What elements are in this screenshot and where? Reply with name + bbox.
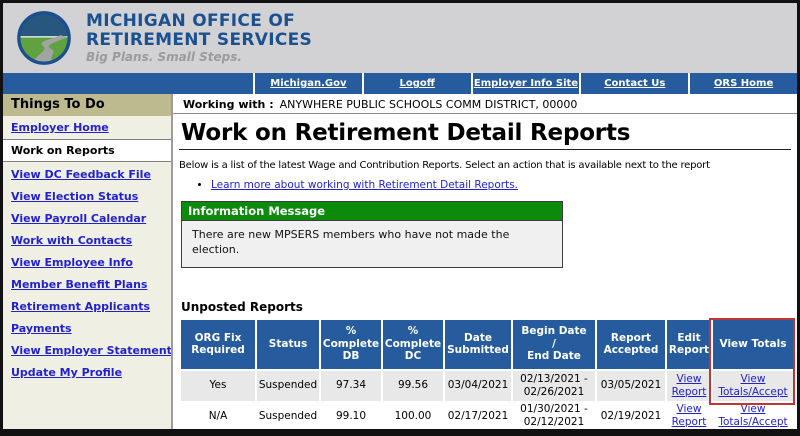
sidebar-item-retirement-applicants[interactable]: Retirement Applicants xyxy=(11,300,151,313)
unposted-reports-heading: Unposted Reports xyxy=(181,299,303,314)
nav-link-logoff[interactable]: Logoff xyxy=(361,73,471,94)
col-pct-complete-dc: % Complete DC xyxy=(383,319,445,371)
nav-link-employer-info-site[interactable]: Employer Info Site xyxy=(470,73,580,94)
masthead: MICHIGAN OFFICE OF RETIREMENT SERVICES B… xyxy=(3,3,797,73)
cell-org-fix: N/A xyxy=(181,400,257,429)
page-title: Work on Retirement Detail Reports xyxy=(181,120,631,146)
cell-org-fix: Yes xyxy=(181,370,257,401)
information-message-title: Information Message xyxy=(182,202,562,221)
cell-begin-end-date: 01/30/2021 - 02/12/2021 xyxy=(513,400,597,429)
information-message-body: There are new MPSERS members who have no… xyxy=(182,221,562,267)
org-name-line1: MICHIGAN OFFICE OF xyxy=(86,11,296,32)
col-begin-end-date: Begin Date / End Date xyxy=(513,319,597,371)
navbar-spacer xyxy=(3,73,253,94)
cell-pct-dc: 99.56 xyxy=(383,370,445,401)
unposted-reports-table: ORG Fix Required Status % Complete DB % … xyxy=(181,319,793,429)
ors-logo-icon xyxy=(17,11,71,65)
nav-link-ors-home[interactable]: ORS Home xyxy=(688,73,797,94)
col-date-submitted: Date Submitted xyxy=(445,319,513,371)
sidebar-item-employer-home[interactable]: Employer Home xyxy=(11,121,109,134)
cell-status: Suspended xyxy=(257,400,321,429)
cell-view-totals: View Totals/Accept xyxy=(713,400,793,429)
table-row: N/A Suspended 99.10 100.00 02/17/2021 01… xyxy=(181,400,793,429)
col-view-totals: View Totals xyxy=(713,319,793,371)
org-tagline: Big Plans. Small Steps. xyxy=(86,49,242,64)
cell-date-submitted: 02/17/2021 xyxy=(445,400,513,429)
cell-report-accepted: 02/19/2021 xyxy=(597,400,667,429)
col-report-accepted: Report Accepted xyxy=(597,319,667,371)
intro-text: Below is a list of the latest Wage and C… xyxy=(179,160,710,171)
cell-edit-report: View Report xyxy=(667,370,713,401)
sidebar-item-work-on-reports[interactable]: Work on Reports xyxy=(3,139,171,162)
col-org-fix-required: ORG Fix Required xyxy=(181,319,257,371)
cell-pct-db: 99.10 xyxy=(321,400,383,429)
table-header-row: ORG Fix Required Status % Complete DB % … xyxy=(181,319,793,371)
learn-more-link[interactable]: Learn more about working with Retirement… xyxy=(211,179,518,191)
learn-more-list: Learn more about working with Retirement… xyxy=(211,179,797,191)
working-with-label: Working with : xyxy=(183,98,274,111)
nav-link-michigan-gov[interactable]: Michigan.Gov xyxy=(253,73,362,94)
title-divider xyxy=(179,149,791,150)
view-report-link[interactable]: View Report xyxy=(671,402,707,429)
sidebar-item-view-dc-feedback-file[interactable]: View DC Feedback File xyxy=(11,168,151,181)
org-wordmark: MICHIGAN OFFICE OF RETIREMENT SERVICES B… xyxy=(86,12,312,64)
col-edit-report: Edit Report xyxy=(667,319,713,371)
sidebar-title: Things To Do xyxy=(3,94,171,116)
col-status: Status xyxy=(257,319,321,371)
cell-report-accepted: 03/05/2021 xyxy=(597,370,667,401)
sidebar-item-view-employee-info[interactable]: View Employee Info xyxy=(11,256,133,269)
cell-edit-report: View Report xyxy=(667,400,713,429)
unposted-reports-table-wrap: ORG Fix Required Status % Complete DB % … xyxy=(181,317,795,429)
page-body: Things To Do Employer Home Work on Repor… xyxy=(3,94,797,429)
learn-more-item: Learn more about working with Retirement… xyxy=(211,179,797,191)
information-message-box: Information Message There are new MPSERS… xyxy=(181,201,563,268)
sidebar-item-view-election-status[interactable]: View Election Status xyxy=(11,190,139,203)
org-name-line2: RETIREMENT SERVICES xyxy=(86,29,313,50)
working-with-bar: Working with : ANYWHERE PUBLIC SCHOOLS CO… xyxy=(173,94,797,114)
sidebar-item-view-employer-statement[interactable]: View Employer Statement xyxy=(11,344,172,357)
sidebar-item-view-payroll-calendar[interactable]: View Payroll Calendar xyxy=(11,212,147,225)
sidebar-item-payments[interactable]: Payments xyxy=(11,322,72,335)
cell-date-submitted: 03/04/2021 xyxy=(445,370,513,401)
top-navbar: Michigan.Gov Logoff Employer Info Site C… xyxy=(3,73,797,94)
view-report-link[interactable]: View Report xyxy=(671,372,707,398)
cell-pct-dc: 100.00 xyxy=(383,400,445,429)
table-row: Yes Suspended 97.34 99.56 03/04/2021 02/… xyxy=(181,370,793,401)
working-with-value: ANYWHERE PUBLIC SCHOOLS COMM DISTRICT, 0… xyxy=(279,98,578,111)
cell-begin-end-date: 02/13/2021 - 02/26/2021 xyxy=(513,370,597,401)
cell-status: Suspended xyxy=(257,370,321,401)
view-totals-accept-link[interactable]: View Totals/Accept xyxy=(718,402,788,429)
sidebar: Things To Do Employer Home Work on Repor… xyxy=(3,94,173,429)
cell-pct-db: 97.34 xyxy=(321,370,383,401)
nav-link-contact-us[interactable]: Contact Us xyxy=(579,73,688,94)
main-content: Working with : ANYWHERE PUBLIC SCHOOLS CO… xyxy=(173,94,797,429)
view-totals-accept-link[interactable]: View Totals/Accept xyxy=(718,372,788,398)
sidebar-item-work-with-contacts[interactable]: Work with Contacts xyxy=(11,234,133,247)
cell-view-totals: View Totals/Accept xyxy=(713,370,793,401)
sidebar-item-update-my-profile[interactable]: Update My Profile xyxy=(11,366,123,379)
col-pct-complete-db: % Complete DB xyxy=(321,319,383,371)
sidebar-item-member-benefit-plans[interactable]: Member Benefit Plans xyxy=(11,278,148,291)
